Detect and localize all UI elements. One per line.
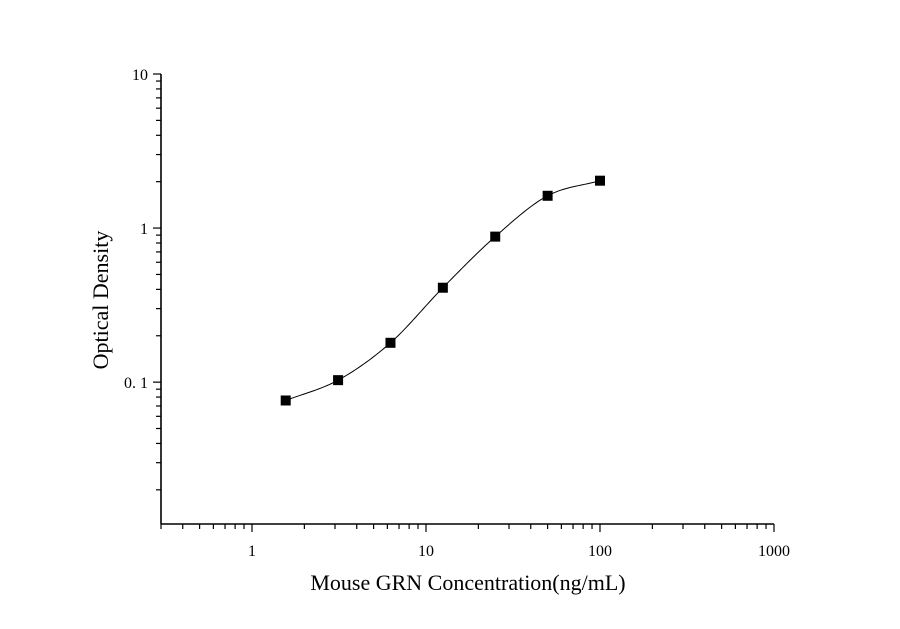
data-point-marker [490, 231, 501, 242]
data-point-marker [437, 282, 448, 293]
data-point-marker [333, 375, 344, 386]
x-tick-label: 10 [418, 543, 434, 560]
x-tick-label: 100 [588, 543, 612, 560]
data-points-layer [280, 175, 605, 406]
x-axis-title: Mouse GRN Concentration(ng/mL) [310, 570, 625, 595]
data-point-marker [594, 175, 605, 186]
axes: 1 10 100 1000 0. 1 1 10 [124, 67, 790, 560]
y-tick-label: 1 [140, 221, 148, 238]
data-point-marker [385, 337, 396, 348]
y-axis-title: Optical Density [88, 231, 113, 370]
y-tick-label: 0. 1 [124, 375, 148, 392]
y-tick-label: 10 [132, 67, 148, 84]
x-tick-label: 1 [248, 543, 256, 560]
data-point-marker [542, 190, 553, 201]
x-tick-label: 1000 [758, 543, 790, 560]
data-point-marker [280, 395, 291, 406]
